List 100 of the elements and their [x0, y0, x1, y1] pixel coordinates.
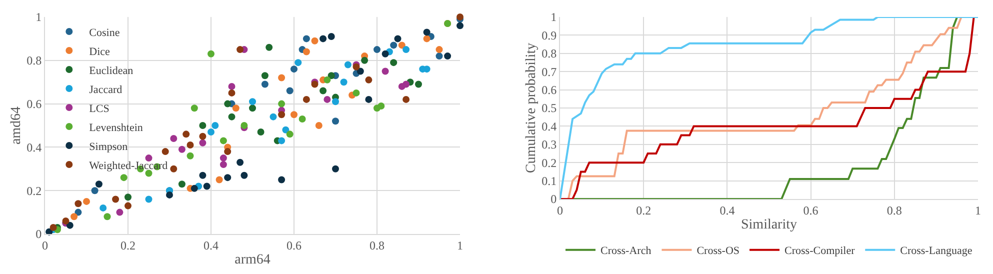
point	[278, 100, 286, 108]
point	[320, 35, 327, 42]
y-tick-label: 0.6	[542, 83, 557, 97]
point	[190, 184, 198, 192]
point	[228, 89, 236, 96]
y-tick-label: 0.5	[542, 101, 557, 116]
point	[394, 35, 402, 42]
legend-label: Cross-Compiler	[784, 245, 856, 258]
x-tick-label: 0.6	[286, 238, 302, 252]
x-tick-label: 1	[457, 238, 463, 252]
point	[240, 122, 248, 129]
legend-label: Dice	[89, 46, 110, 58]
y-tick-label: 0	[36, 227, 42, 242]
point	[182, 130, 190, 138]
point	[382, 50, 389, 58]
legend-label: Cross-Arch	[600, 245, 652, 258]
point	[249, 98, 256, 106]
x-tick-label: 0.8	[886, 203, 902, 218]
point	[116, 208, 124, 216]
legend-label: Levenshtein	[89, 122, 144, 134]
point	[382, 68, 389, 75]
point	[332, 118, 339, 125]
point	[162, 148, 169, 156]
point	[208, 128, 214, 136]
point	[224, 100, 232, 108]
point	[236, 46, 244, 54]
point	[286, 130, 294, 138]
point	[311, 37, 318, 44]
point	[436, 52, 443, 60]
point	[186, 152, 194, 160]
legend-label: Jaccard	[89, 84, 123, 96]
point	[302, 96, 310, 103]
point	[232, 104, 240, 112]
x-tick-label: 0.8	[370, 238, 384, 252]
y-tick-label: 0.8	[26, 54, 42, 68]
point	[282, 126, 290, 134]
point	[100, 204, 107, 212]
x-tick-label: 1	[975, 203, 981, 218]
point	[278, 74, 286, 82]
point	[456, 22, 464, 30]
x-tick-label: 0.2	[120, 238, 136, 252]
point	[261, 80, 268, 88]
point	[302, 48, 310, 56]
point	[390, 59, 398, 66]
point	[124, 202, 132, 210]
point	[423, 28, 430, 36]
point	[294, 59, 302, 66]
point	[278, 111, 286, 118]
point	[444, 52, 452, 60]
point	[120, 174, 128, 182]
point	[220, 161, 227, 168]
x-axis-title: arm64	[234, 252, 270, 268]
point	[423, 35, 430, 42]
point	[402, 96, 410, 103]
x-tick-label: 0.4	[720, 203, 735, 218]
y-tick-label: 0.2	[542, 156, 557, 170]
y-tick-label: 0.4	[542, 119, 557, 134]
x-tick-label: 0.2	[636, 203, 652, 218]
point	[324, 96, 331, 103]
legend-label: Simpson	[89, 140, 128, 153]
point	[344, 61, 352, 68]
point	[261, 72, 268, 80]
point	[104, 213, 111, 220]
legend-label: Cosine	[89, 26, 120, 39]
point	[178, 180, 186, 188]
point	[436, 46, 443, 54]
point	[374, 46, 380, 54]
point	[170, 135, 178, 142]
y-tick-label: 0.2	[26, 184, 42, 198]
point	[270, 113, 277, 120]
y-axis-title: Cumulative probability	[524, 42, 540, 174]
point	[361, 56, 368, 64]
point	[378, 102, 385, 110]
point	[74, 200, 82, 208]
legend-label: Euclidean	[89, 64, 134, 77]
point	[220, 137, 227, 144]
x-tick-label: 0.4	[204, 238, 218, 252]
point	[328, 72, 335, 80]
point	[356, 68, 364, 75]
y-tick-label: 0.6	[26, 97, 42, 111]
point	[83, 198, 90, 205]
y-tick-label: 0.7	[542, 64, 557, 79]
point	[456, 14, 464, 20]
point	[224, 174, 232, 182]
y-tick-label: 0.8	[542, 46, 557, 61]
point	[320, 87, 327, 94]
point	[278, 176, 286, 184]
legend-label: Cross-OS	[696, 245, 740, 258]
point	[324, 76, 331, 84]
point	[170, 165, 178, 172]
point	[365, 96, 372, 103]
y-tick-label: 0.9	[542, 28, 557, 42]
point	[62, 217, 70, 224]
point	[290, 111, 298, 118]
y-tick-label: 1	[550, 10, 557, 24]
point	[240, 172, 248, 179]
point	[286, 87, 294, 94]
point	[186, 142, 194, 149]
y-tick-label: 0.4	[26, 140, 42, 154]
point	[228, 82, 236, 90]
